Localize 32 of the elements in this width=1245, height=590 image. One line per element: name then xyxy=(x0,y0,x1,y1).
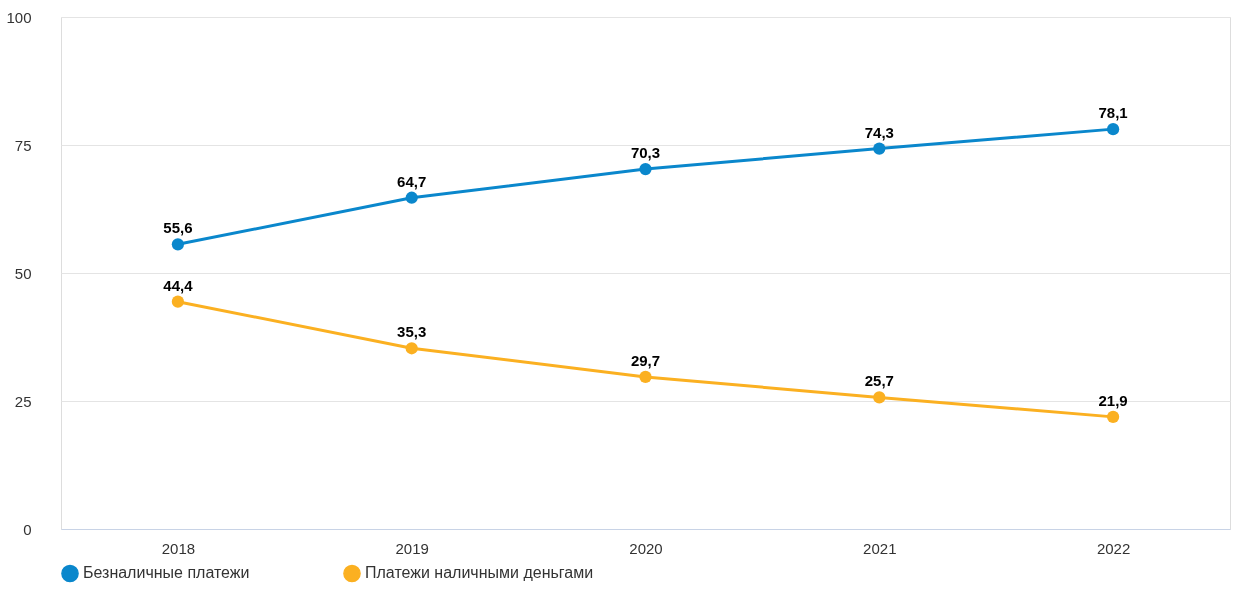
x-tick-label: 2020 xyxy=(629,539,663,557)
point xyxy=(171,238,185,251)
data-label: 78,1 xyxy=(1098,104,1128,122)
data-label: 44,4 xyxy=(163,276,194,294)
point xyxy=(639,370,652,384)
data-label: 29,7 xyxy=(630,351,661,369)
point xyxy=(873,391,886,404)
point xyxy=(1106,123,1120,136)
point xyxy=(639,162,652,176)
data-label: 25,7 xyxy=(864,372,894,390)
point xyxy=(1106,410,1120,423)
point xyxy=(405,191,418,204)
y-tick-label: 25 xyxy=(14,392,32,410)
data-label: 74,3 xyxy=(864,123,894,141)
x-tick-label: 2019 xyxy=(395,539,429,557)
point xyxy=(171,295,185,308)
y-tick-label: 50 xyxy=(14,264,32,282)
data-label: 21,9 xyxy=(1098,391,1128,409)
x-tick-label: 2018 xyxy=(161,539,196,557)
legend-label: Безналичные платежи xyxy=(83,564,250,582)
data-label: 55,6 xyxy=(163,219,193,237)
point xyxy=(405,342,418,355)
y-tick-label: 100 xyxy=(6,8,32,26)
x-tick-label: 2022 xyxy=(1096,539,1131,557)
y-tick-label: 0 xyxy=(23,520,32,538)
x-tick-label: 2021 xyxy=(863,539,897,557)
legend-label: Платежи наличными деньгами xyxy=(365,564,594,582)
data-label: 35,3 xyxy=(397,323,427,341)
data-label: 64,7 xyxy=(397,172,427,190)
y-tick-label: 75 xyxy=(14,136,32,154)
data-label: 70,3 xyxy=(630,144,661,162)
point xyxy=(873,142,886,155)
